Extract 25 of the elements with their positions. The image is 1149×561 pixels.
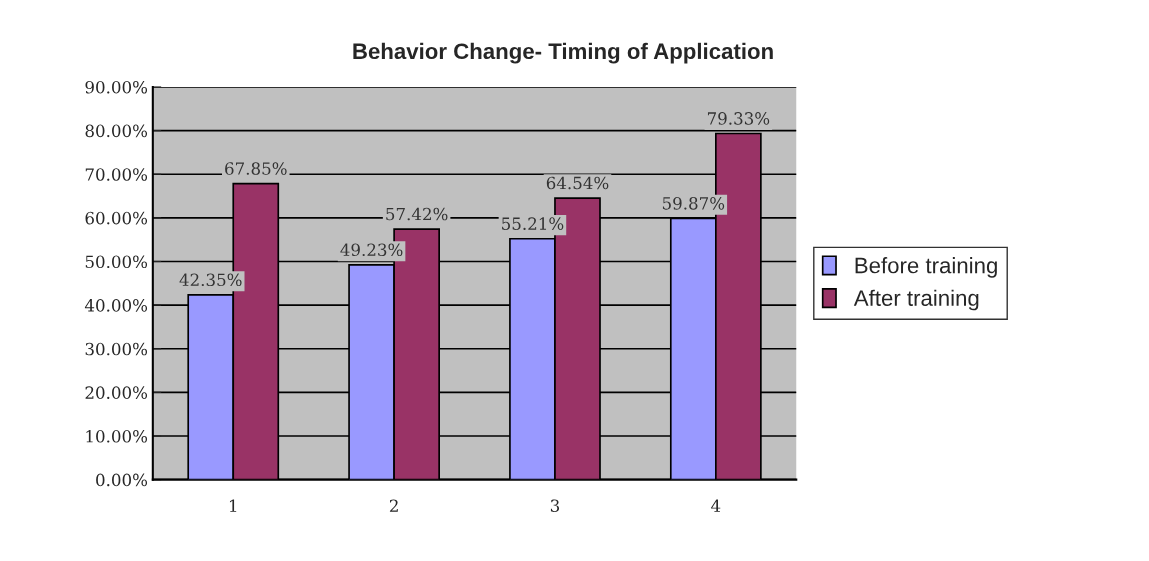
- y-tick-label: 0.00%: [96, 473, 148, 487]
- y-tick-label: 60.00%: [85, 211, 148, 225]
- legend-label: After training: [853, 289, 979, 311]
- y-tick-label: 50.00%: [85, 255, 148, 269]
- chart-title: Behavior Change- Timing of Application: [353, 42, 773, 64]
- data-label: 64.54%: [546, 176, 609, 190]
- y-tick-label: 30.00%: [85, 342, 148, 356]
- data-label: 79.33%: [707, 112, 770, 125]
- y-tick-label: 70.00%: [85, 168, 148, 181]
- data-label: 59.87%: [662, 197, 725, 210]
- data-label: 67.85%: [225, 162, 287, 175]
- x-tick-label: 2: [389, 499, 398, 512]
- legend-label: Before training: [855, 257, 997, 278]
- data-label: 55.21%: [502, 217, 564, 230]
- x-tick-label: 3: [550, 499, 560, 512]
- y-tick-label: 20.00%: [85, 386, 148, 399]
- y-tick-label: 40.00%: [84, 299, 148, 312]
- y-tick-label: 10.00%: [86, 429, 148, 443]
- data-label: 57.42%: [386, 207, 448, 221]
- data-label: 49.23%: [340, 243, 403, 257]
- x-tick-label: 4: [711, 499, 721, 512]
- x-tick-label: 1: [229, 499, 237, 512]
- y-tick-label: 90.00%: [85, 80, 148, 94]
- y-tick-label: 80.00%: [85, 124, 148, 138]
- data-label: 42.35%: [179, 273, 242, 287]
